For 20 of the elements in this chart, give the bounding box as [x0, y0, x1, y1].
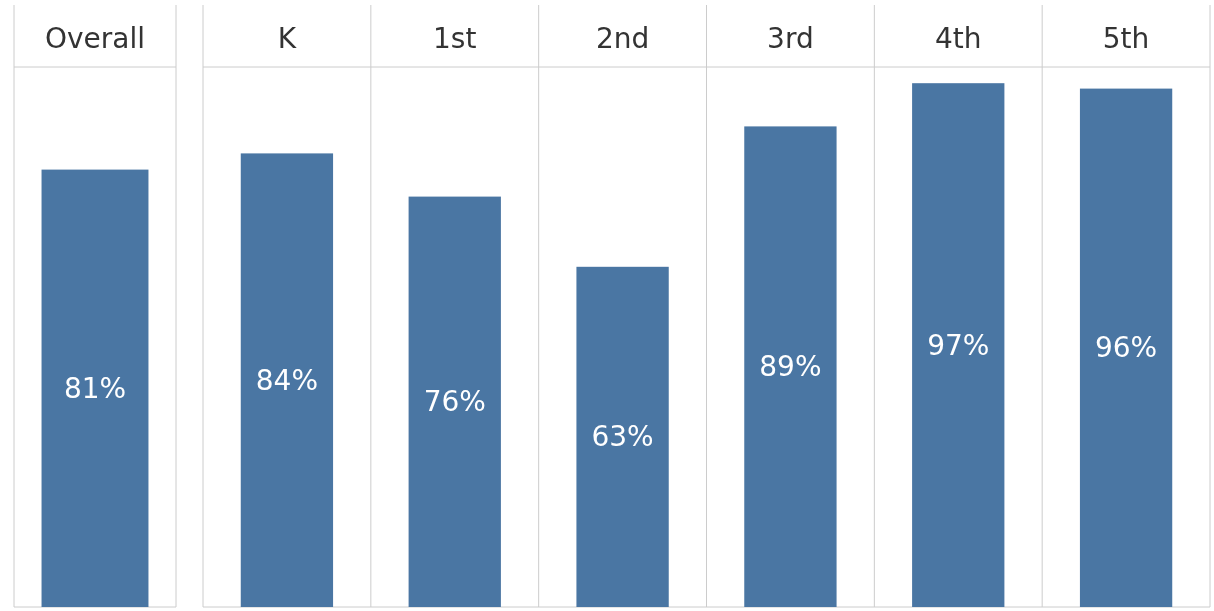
x-tick-label: 2nd: [595, 21, 650, 55]
bar: [1079, 88, 1173, 607]
data-label: 81%: [63, 371, 127, 405]
data-label: 89%: [759, 350, 822, 384]
bar: [408, 196, 501, 607]
x-tick-label: Overall: [44, 21, 146, 55]
data-label: 97%: [927, 328, 990, 362]
x-tick-label: 4th: [934, 21, 982, 55]
data-label: 96%: [1094, 331, 1158, 365]
bar: [576, 266, 669, 607]
x-tick-label: K: [277, 21, 297, 55]
x-tick-label: 1st: [433, 21, 477, 55]
data-label: 63%: [591, 420, 654, 454]
data-label: 76%: [423, 385, 486, 419]
bar: [744, 126, 837, 607]
bar: [912, 83, 1005, 607]
x-tick-label: 3rd: [767, 21, 814, 55]
x-tick-label: 5th: [1102, 21, 1150, 55]
bar: [240, 153, 334, 607]
data-label: 84%: [255, 363, 319, 397]
